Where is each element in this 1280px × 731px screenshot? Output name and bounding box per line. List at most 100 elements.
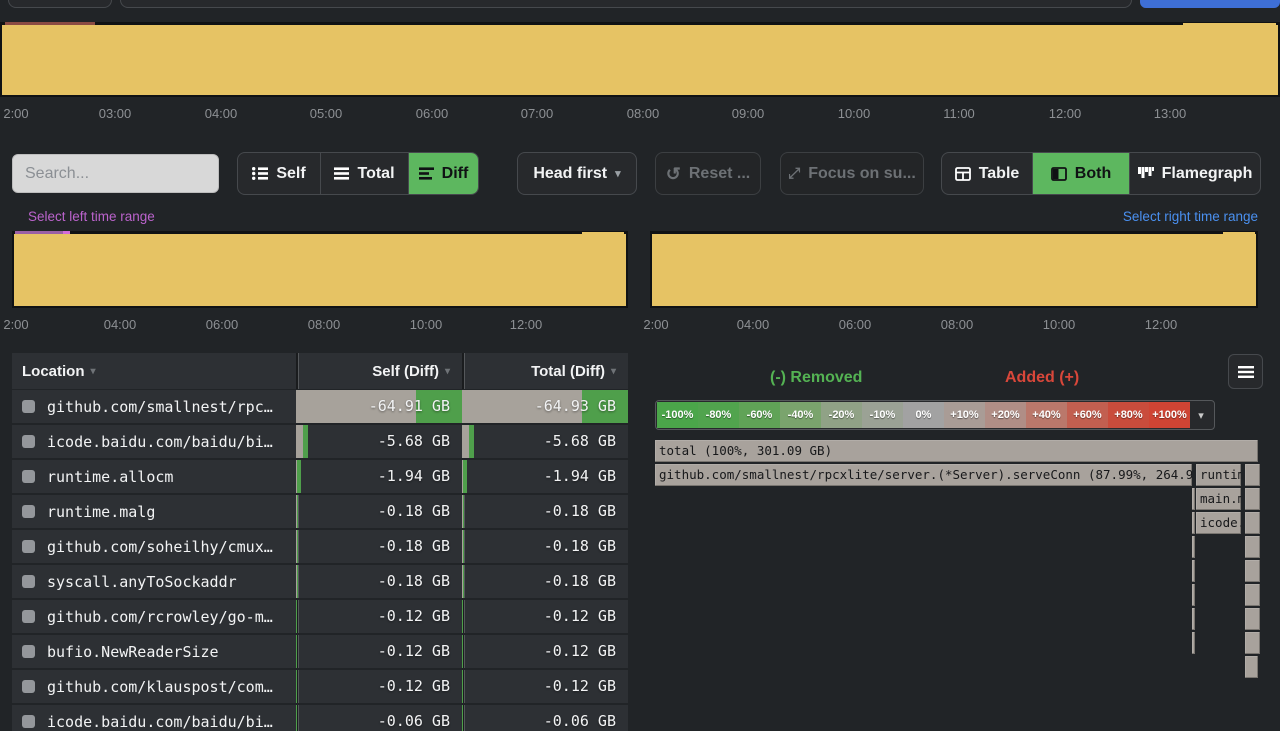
row-color-swatch <box>22 575 35 588</box>
table-row[interactable]: icode.baidu.com/baidu/bi… -5.68 GB -5.68 G… <box>12 425 628 458</box>
flame-node-small[interactable] <box>1245 488 1260 510</box>
location-label: github.com/smallnest/rpc… <box>47 397 273 416</box>
self-diff-cell: -0.12 GB <box>296 600 462 633</box>
row-color-swatch <box>22 645 35 658</box>
main-timeline-axis: 2:00 03:00 04:00 05:00 06:00 07:00 08:00 09:00 1… <box>0 106 1280 124</box>
layout-flamegraph-button[interactable]: Flamegraph <box>1129 153 1260 194</box>
table-row[interactable]: icode.baidu.com/baidu/bi… -0.06 GB -0.06 G… <box>12 705 628 731</box>
flame-node-small[interactable] <box>1192 584 1195 606</box>
time-tick: 04:00 <box>204 106 238 121</box>
flame-node[interactable]: main.m <box>1196 488 1241 510</box>
flame-node-small[interactable] <box>1245 656 1258 678</box>
flame-node[interactable]: runtim <box>1196 464 1241 486</box>
flame-node-small[interactable] <box>1245 560 1260 582</box>
diff-value: -1.94 GB <box>543 467 616 485</box>
location-label: github.com/soheilhy/cmux… <box>47 537 273 556</box>
flame-node[interactable]: github.com/smallnest/rpcxlite/server.(*S… <box>655 464 1192 486</box>
column-header-total-diff[interactable]: Total (Diff) ▾ <box>462 353 628 389</box>
total-diff-cell: -1.94 GB <box>462 460 628 493</box>
flame-node-small[interactable] <box>1245 584 1260 606</box>
flame-node-small[interactable] <box>1192 536 1195 558</box>
location-cell: github.com/klauspost/com… <box>12 670 296 703</box>
flame-node[interactable]: total (100%, 301.09 GB) <box>655 440 1258 462</box>
scale-segment: +80% <box>1108 402 1149 428</box>
diff-value: -0.06 GB <box>377 712 450 730</box>
row-color-swatch <box>22 470 35 483</box>
location-cell: github.com/rcrowley/go-m… <box>12 600 296 633</box>
location-cell: runtime.allocm <box>12 460 296 493</box>
left-area-series <box>14 234 626 306</box>
table-row[interactable]: runtime.malg -0.18 GB -0.18 GB <box>12 495 628 528</box>
top-search-button-stub[interactable] <box>1140 0 1280 8</box>
location-label: github.com/rcrowley/go-m… <box>47 607 273 626</box>
flame-node[interactable]: icode. <box>1196 512 1241 534</box>
diff-bar <box>296 635 298 668</box>
table-row[interactable]: github.com/rcrowley/go-m… -0.12 GB -0.12 G… <box>12 600 628 633</box>
reset-button[interactable]: ↺ Reset ... <box>655 152 761 195</box>
search-input[interactable] <box>12 154 219 193</box>
focus-subtree-button[interactable]: ⤢ Focus on su... <box>780 152 924 195</box>
diff-value: -64.91 GB <box>368 397 450 415</box>
scale-dropdown-caret-icon[interactable]: ▾ <box>1198 409 1204 422</box>
flame-node-small[interactable] <box>1192 512 1195 534</box>
time-tick: 10:00 <box>837 106 871 121</box>
layout-both-button[interactable]: Both <box>1032 153 1129 194</box>
scale-segment: -60% <box>739 402 780 428</box>
diff-bar <box>296 600 298 633</box>
flame-node-small[interactable] <box>1245 608 1260 630</box>
scale-segment: -20% <box>821 402 862 428</box>
left-timeline-chart[interactable] <box>12 231 628 308</box>
flame-node-small[interactable] <box>1245 536 1260 558</box>
row-color-swatch <box>22 400 35 413</box>
time-tick: 08:00 <box>307 317 341 332</box>
table-header: Location ▾ Self (Diff) ▾ Total (Diff) ▾ <box>12 353 628 389</box>
baseline-bar <box>462 460 464 493</box>
diff-bar <box>582 390 628 423</box>
flame-node-small[interactable] <box>1245 632 1260 654</box>
column-header-location[interactable]: Location ▾ <box>12 353 296 389</box>
flame-node-small[interactable] <box>1245 464 1260 486</box>
diff-color-scale[interactable]: -100% -80% -60% -40% -20% -10% 0% +10% +20% +40% +… <box>655 400 1215 430</box>
top-query-input-stub[interactable] <box>120 0 1132 8</box>
column-label: Total (Diff) <box>531 362 605 380</box>
time-tick: 08:00 <box>626 106 660 121</box>
sort-order-dropdown[interactable]: Head first ▾ <box>517 152 637 195</box>
view-mode-total-button[interactable]: Total <box>320 153 408 194</box>
diff-value: -0.12 GB <box>377 677 450 695</box>
left-selection-handle[interactable] <box>63 231 70 234</box>
flame-node-small[interactable] <box>1192 488 1195 510</box>
main-timeline-chart[interactable] <box>0 22 1280 97</box>
view-mode-self-button[interactable]: Self <box>238 153 320 194</box>
flamegraph-menu-button[interactable] <box>1228 354 1263 389</box>
timeline-spike <box>1183 23 1276 27</box>
diff-value: -0.12 GB <box>377 607 450 625</box>
table-row[interactable]: runtime.allocm -1.94 GB -1.94 GB <box>12 460 628 493</box>
flame-node-small[interactable] <box>1192 560 1195 582</box>
table-row[interactable]: github.com/klauspost/com… -0.12 GB -0.12 G… <box>12 670 628 703</box>
flame-node-small[interactable] <box>1192 608 1195 630</box>
column-label: Location <box>22 362 85 380</box>
undo-icon: ↺ <box>665 163 681 184</box>
self-diff-cell: -64.91 GB <box>296 390 462 423</box>
column-header-self-diff[interactable]: Self (Diff) ▾ <box>296 353 462 389</box>
table-row[interactable]: github.com/smallnest/rpc… -64.91 GB -64.93… <box>12 390 628 423</box>
table-row[interactable]: syscall.anyToSockaddr -0.18 GB -0.18 GB <box>12 565 628 598</box>
left-timeline-axis: 2:00 04:00 06:00 08:00 10:00 12:00 <box>0 317 640 335</box>
baseline-bar <box>296 390 417 423</box>
removed-legend-label: (-) Removed <box>770 369 863 386</box>
diff-bar <box>296 565 298 598</box>
layout-table-button[interactable]: Table <box>942 153 1032 194</box>
flame-node-small[interactable] <box>1192 632 1195 654</box>
view-mode-diff-button[interactable]: Diff <box>408 153 478 194</box>
top-tab-stub[interactable] <box>8 0 112 8</box>
right-timeline-chart[interactable] <box>650 231 1258 308</box>
baseline-bar <box>296 530 297 563</box>
split-columns-icon <box>1050 166 1067 181</box>
flame-node-small[interactable] <box>1245 512 1260 534</box>
table-row[interactable]: github.com/soheilhy/cmux… -0.18 GB -0.18 G… <box>12 530 628 563</box>
location-label: icode.baidu.com/baidu/bi… <box>47 432 273 451</box>
time-tick: 12:00 <box>1144 317 1178 332</box>
location-label: syscall.anyToSockaddr <box>47 572 237 591</box>
table-row[interactable]: bufio.NewReaderSize -0.12 GB -0.12 GB <box>12 635 628 668</box>
flamegraph-icon <box>1137 167 1154 178</box>
